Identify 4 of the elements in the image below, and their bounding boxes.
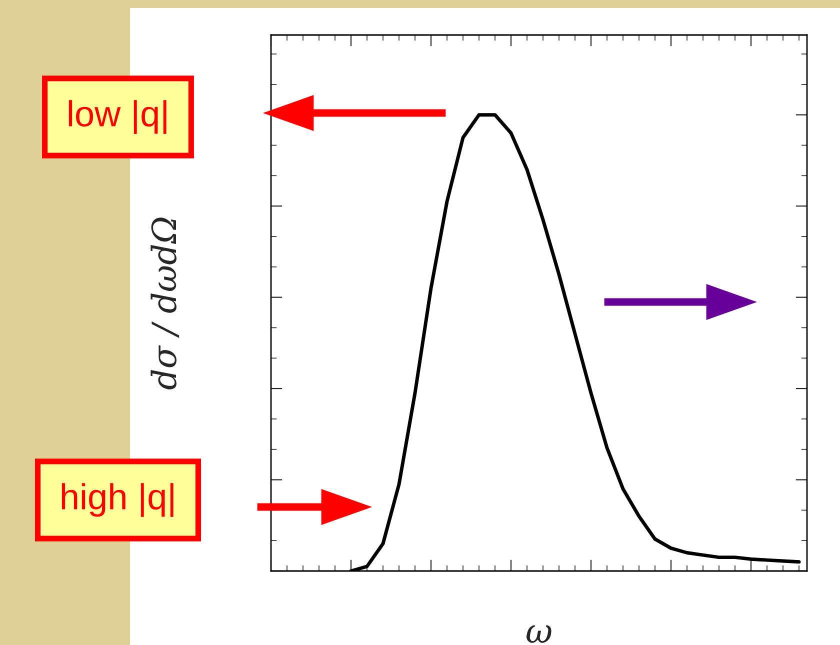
text: low |q| xyxy=(68,100,166,134)
x-axis-title: ω xyxy=(526,625,552,643)
text: high |q| xyxy=(62,483,174,517)
y-axis-title: dσ / dωdΩ xyxy=(150,218,180,390)
